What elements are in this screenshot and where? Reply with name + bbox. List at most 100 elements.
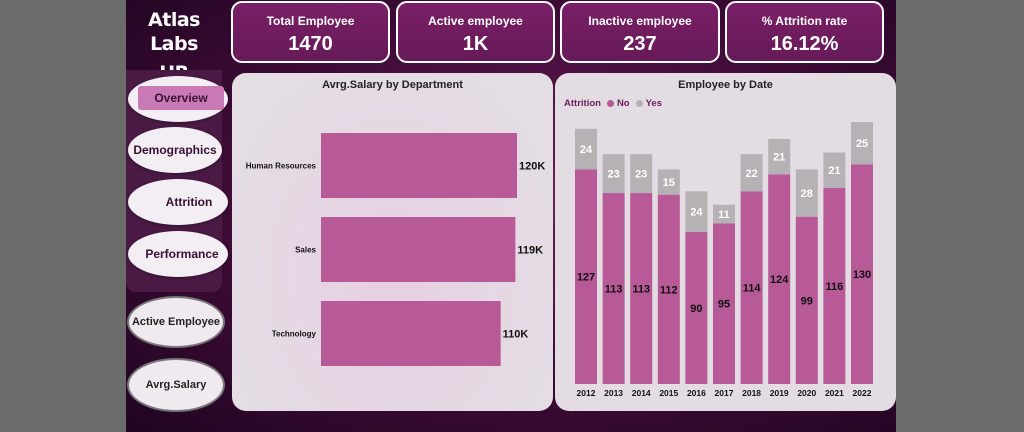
legend-no-dot [606, 100, 614, 107]
kpi-attrition-rate: % Attrition rate 16.12% [725, 1, 884, 63]
bar-yes-label: 24 [690, 207, 703, 219]
brand-line1: Atlas Labs [148, 9, 200, 55]
salary-bar-chart: Human Resources 120K Sales 119K Technology 11… [246, 133, 545, 366]
nav-demographics-label: Demographics [133, 143, 217, 157]
kpi-title: Active employee [428, 14, 523, 28]
legend-yes-label: Yes [645, 98, 662, 109]
bar-yes-label: 21 [773, 152, 785, 164]
bar-no [630, 193, 653, 384]
bar-yes-label: 23 [607, 169, 619, 181]
bar-no [685, 231, 708, 384]
salary-bar [321, 217, 516, 282]
bar-yes [630, 154, 653, 194]
kpi-inactive-employee: Inactive employee 237 [560, 1, 720, 63]
salary-bar [321, 301, 501, 366]
kpi-value: 1K [462, 33, 489, 55]
nav-attrition[interactable]: Attrition [128, 179, 228, 225]
year-tick-label: 2016 [687, 388, 706, 398]
bar-no [768, 174, 791, 384]
employee-stacked-bar-chart: 127 24 2012 113 23 2013 113 23 2014 112 15 2015 90 24… [575, 122, 873, 398]
kpi-active-employee: Active employee 1K [396, 1, 555, 63]
bar-no-label: 130 [853, 269, 871, 281]
nav-performance-label: Performance [145, 247, 219, 261]
bar-no-label: 114 [743, 283, 762, 295]
bar-yes-label: 21 [828, 165, 840, 177]
bar-no [713, 223, 735, 384]
year-tick-label: 2014 [632, 388, 651, 398]
date-chart-title: Employee by Date [678, 79, 773, 91]
bar-yes [740, 154, 763, 192]
department-label: Technology [272, 330, 317, 339]
legend-no-label: No [616, 98, 630, 109]
bar-yes-label: 22 [745, 168, 757, 180]
year-tick-label: 2015 [659, 388, 678, 398]
salary-chart-title: Avrg.Salary by Department [322, 79, 463, 91]
bar-no [851, 164, 873, 384]
bar-no-label: 127 [577, 272, 595, 284]
bar-yes [602, 154, 625, 194]
department-label: Sales [295, 246, 316, 255]
employee-by-date-panel: Employee by Date Attrition No Yes 127 24 2… [555, 73, 896, 411]
report-canvas: Atlas Labs HR Analysis Overview Demograp… [126, 0, 896, 432]
bar-no-label: 113 [605, 284, 623, 296]
salary-value-label: 119K [517, 245, 543, 257]
bar-no-label: 116 [826, 281, 844, 293]
bar-yes-label: 24 [580, 144, 593, 156]
kpi-title: % Attrition rate [761, 14, 848, 28]
avg-salary-label: Avrg.Salary [145, 379, 207, 391]
bar-yes-label: 11 [718, 209, 730, 221]
bar-yes [795, 169, 818, 217]
bar-yes-label: 15 [663, 177, 675, 189]
bar-yes [713, 204, 735, 224]
bar-no-label: 95 [718, 299, 730, 311]
kpi-title: Inactive employee [588, 14, 692, 28]
legend-yes-dot [635, 100, 643, 107]
bar-yes-label: 28 [801, 188, 813, 200]
kpi-value: 237 [623, 33, 657, 55]
bar-yes [575, 128, 597, 170]
bar-no-label: 124 [770, 274, 789, 286]
nav-performance[interactable]: Performance [128, 231, 228, 277]
kpi-value: 1470 [288, 33, 333, 55]
bar-yes [685, 191, 708, 232]
bar-yes [657, 169, 680, 195]
salary-bar [321, 133, 517, 198]
bar-no-label: 90 [690, 303, 702, 315]
bar-yes [851, 122, 873, 165]
bar-no [740, 191, 763, 384]
bar-yes [768, 138, 791, 175]
year-tick-label: 2020 [797, 388, 816, 398]
bar-no [602, 193, 625, 384]
bar-no [795, 216, 818, 384]
salary-value-label: 110K [503, 329, 529, 341]
year-tick-label: 2018 [742, 388, 761, 398]
year-tick-label: 2012 [577, 388, 596, 398]
bar-no-label: 99 [801, 295, 813, 307]
bar-no [657, 194, 680, 384]
bar-yes [823, 152, 846, 188]
year-tick-label: 2017 [715, 388, 734, 398]
kpi-total-employee: Total Employee 1470 [231, 1, 390, 63]
salary-value-label: 120K [519, 161, 545, 173]
nav-overview-label: Overview [154, 91, 208, 105]
year-tick-label: 2019 [770, 388, 789, 398]
nav-demographics[interactable]: Demographics [128, 127, 222, 173]
bar-no-label: 112 [660, 284, 678, 296]
department-label: Human Resources [246, 162, 317, 171]
avg-salary-button[interactable]: Avrg.Salary [127, 358, 225, 412]
nav-overview[interactable]: Overview [128, 76, 228, 122]
nav-attrition-label: Attrition [165, 195, 213, 209]
legend-title: Attrition [564, 98, 601, 109]
year-tick-label: 2021 [825, 388, 844, 398]
kpi-value: 16.12% [770, 33, 839, 55]
bar-yes-label: 23 [635, 169, 647, 181]
year-tick-label: 2013 [604, 388, 623, 398]
bar-no-label: 113 [632, 284, 650, 296]
brand-title: Atlas Labs HR Analysis [126, 0, 222, 108]
date-chart-legend: Attrition No Yes [564, 98, 662, 109]
active-employee-button[interactable]: Active Employee [127, 296, 225, 348]
active-employee-label: Active Employee [131, 316, 221, 328]
bar-yes-label: 25 [856, 138, 868, 150]
bar-no [575, 169, 597, 384]
kpi-title: Total Employee [266, 14, 355, 28]
